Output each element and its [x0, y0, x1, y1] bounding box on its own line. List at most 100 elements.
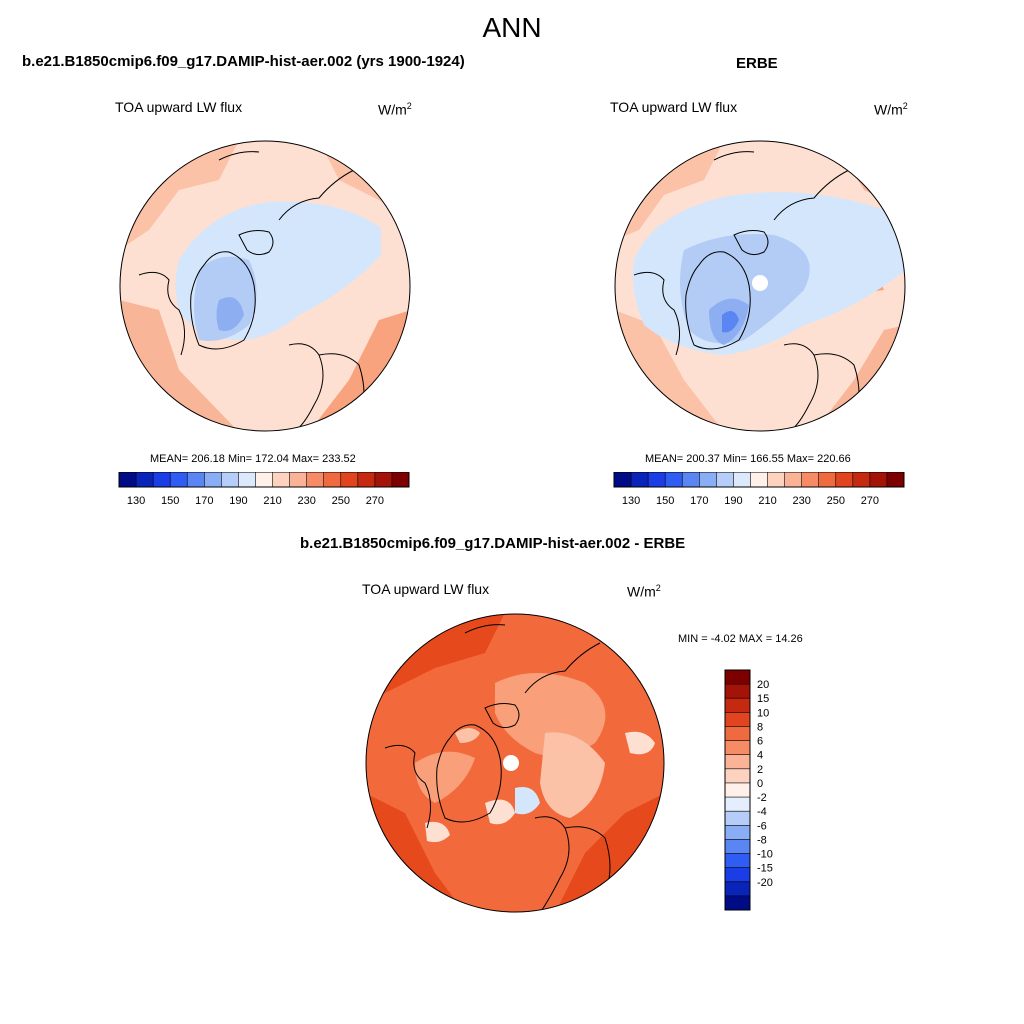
panel-2-colorbar-tick-label: 190	[724, 495, 742, 507]
panel-1-colorbar-box	[323, 472, 342, 487]
panel-2-stats: MEAN= 200.37 Min= 166.55 Max= 220.66	[645, 453, 851, 465]
panel-2-colorbar-tick-label: 230	[792, 495, 810, 507]
panel-2-colorbar-tick-label: 150	[656, 495, 674, 507]
panel-2-colorbar-box	[784, 472, 803, 487]
panel-1-colorbar-tick-label: 210	[263, 495, 281, 507]
panel-2-colorbar-box	[818, 472, 837, 487]
panel-1-colorbar-box	[374, 472, 393, 487]
panel-1-colorbar-tick-label: 170	[195, 495, 213, 507]
panel-3-units: W/m2	[627, 583, 661, 600]
panel-3-stats: MIN = -4.02 MAX = 14.26	[678, 633, 803, 645]
panel-3-colorbar-box	[725, 881, 750, 897]
panel-2-colorbar-box	[648, 472, 666, 487]
panel-1-units: W/m2	[378, 101, 412, 118]
panel-2-colorbar-tick-label: 270	[861, 495, 879, 507]
panel-1-colorbar-box	[255, 472, 273, 487]
panel-1-stats: MEAN= 206.18 Min= 172.04 Max= 233.52	[150, 453, 356, 465]
panel-3-colorbar-tick-label: 6	[757, 736, 763, 748]
panel-1-colorbar-tick-label: 250	[332, 495, 350, 507]
panel-3-colorbar-tick-label: 20	[757, 679, 769, 691]
panel-3-colorbar-box	[725, 698, 750, 713]
panel-2-colorbar-box	[631, 472, 649, 487]
panel-2-title: ERBE	[736, 55, 778, 72]
panel-3-colorbar-box	[725, 839, 750, 854]
panel-1-colorbar-box	[391, 472, 410, 487]
panel-3-colorbar-box	[725, 867, 750, 883]
panel-3-colorbar-tick-label: 10	[757, 707, 769, 719]
panel-1-colorbar-box	[221, 472, 239, 487]
panel-3-colorbar-tick-label: 0	[757, 778, 763, 790]
panel-1-title: b.e21.B1850cmip6.f09_g17.DAMIP-hist-aer.…	[22, 53, 465, 70]
panel-3-title: b.e21.B1850cmip6.f09_g17.DAMIP-hist-aer.…	[300, 535, 686, 552]
panel-3-colorbar-box	[725, 782, 750, 798]
panel-3-colorbar-tick-label: -8	[757, 834, 767, 846]
panel-2-colorbar-box	[716, 472, 734, 487]
panel-3-colorbar-box	[725, 726, 750, 741]
panel-2-colorbar-tick-label: 170	[690, 495, 708, 507]
panel-3-colorbar-tick-label: 4	[757, 750, 763, 762]
panel-2-colorbar-box	[869, 472, 888, 487]
panel-3-colorbar-tick-label: -2	[757, 792, 767, 804]
panel-2-units: W/m2	[874, 101, 908, 118]
panel-1-colorbar-box	[340, 472, 359, 487]
panel-1-colorbar-tick-label: 150	[161, 495, 179, 507]
panel-2-colorbar-box	[665, 472, 683, 487]
panel-3-colorbar-box	[725, 768, 750, 784]
panel-1-colorbar-box	[272, 472, 290, 487]
panel-2-colorbar-box	[682, 472, 700, 487]
panel-1-colorbar: 130 150 170 190 210 230 250 270	[118, 472, 410, 507]
panel-1-colorbar-box	[238, 472, 256, 487]
panel-1-colorbar-tick-label: 130	[127, 495, 145, 507]
panel-2-colorbar-box	[750, 472, 768, 487]
panel-3-colorbar-tick-label: -20	[757, 877, 773, 889]
panel-1-colorbar-tick-label: 190	[229, 495, 247, 507]
panel-2-colorbar-tick-label: 130	[622, 495, 640, 507]
panel-3-colorbar-box	[725, 740, 750, 756]
panel-1-colorbar-box	[153, 472, 171, 487]
panel-1-colorbar-box	[187, 472, 205, 487]
panel-3-colorbar-tick-label: -4	[757, 806, 767, 818]
panel-3-colorbar-box	[725, 825, 750, 840]
panel-3-colorbar-box	[725, 853, 750, 869]
panel-2-colorbar-box	[767, 472, 785, 487]
panel-2-colorbar-box	[852, 472, 871, 487]
panel-2-missing-pole	[752, 275, 768, 291]
panel-3-colorbar-box	[725, 712, 750, 727]
panel-3-colorbar-box	[725, 670, 750, 685]
panel-3-colorbar-tick-label: 8	[757, 721, 763, 733]
panel-2-colorbar-box	[886, 472, 905, 487]
panel-2-colorbar-box	[835, 472, 854, 487]
panel-3-variable-label: TOA upward LW flux	[362, 581, 490, 597]
panel-2-colorbar-box	[801, 472, 820, 487]
panel-1-colorbar-box	[204, 472, 222, 487]
panel-3-missing-pole	[503, 755, 519, 771]
panel-3-colorbar-tick-label: 2	[757, 764, 763, 776]
panel-3-colorbar-box	[725, 811, 750, 826]
panel-2-variable-label: TOA upward LW flux	[610, 99, 738, 115]
panel-3-colorbar-tick-label: -6	[757, 820, 767, 832]
panel-1-colorbar-box	[306, 472, 325, 487]
panel-3-colorbar-box	[725, 895, 750, 911]
panel-1-colorbar-box	[136, 472, 154, 487]
panel-3-colorbar-box	[725, 684, 750, 699]
panel-3-colorbar-tick-label: -15	[757, 863, 773, 875]
page-title: ANN	[482, 12, 542, 43]
panel-3-colorbar-tick-label: 15	[757, 693, 769, 705]
panel-1-colorbar-box	[289, 472, 308, 487]
panel-1-colorbar-box	[119, 472, 137, 487]
panel-1-colorbar-tick-label: 270	[366, 495, 384, 507]
panel-2-colorbar-tick-label: 250	[827, 495, 845, 507]
panel-2-colorbar-box	[614, 472, 632, 487]
panel-1-colorbar-box	[170, 472, 188, 487]
panel-3-colorbar-tick-label: -10	[757, 849, 773, 861]
panel-2-colorbar: 130 150 170 190 210 230 250 270	[613, 472, 905, 507]
panel-2-colorbar-tick-label: 210	[758, 495, 776, 507]
panel-3-polar-map	[365, 613, 665, 913]
panel-1-variable-label: TOA upward LW flux	[115, 99, 243, 115]
panel-2-colorbar-box	[733, 472, 751, 487]
panel-3-colorbar-box	[725, 754, 750, 770]
panel-1-colorbar-box	[357, 472, 376, 487]
panel-1-polar-map	[119, 140, 411, 432]
panel-3-colorbar-box	[725, 797, 750, 812]
